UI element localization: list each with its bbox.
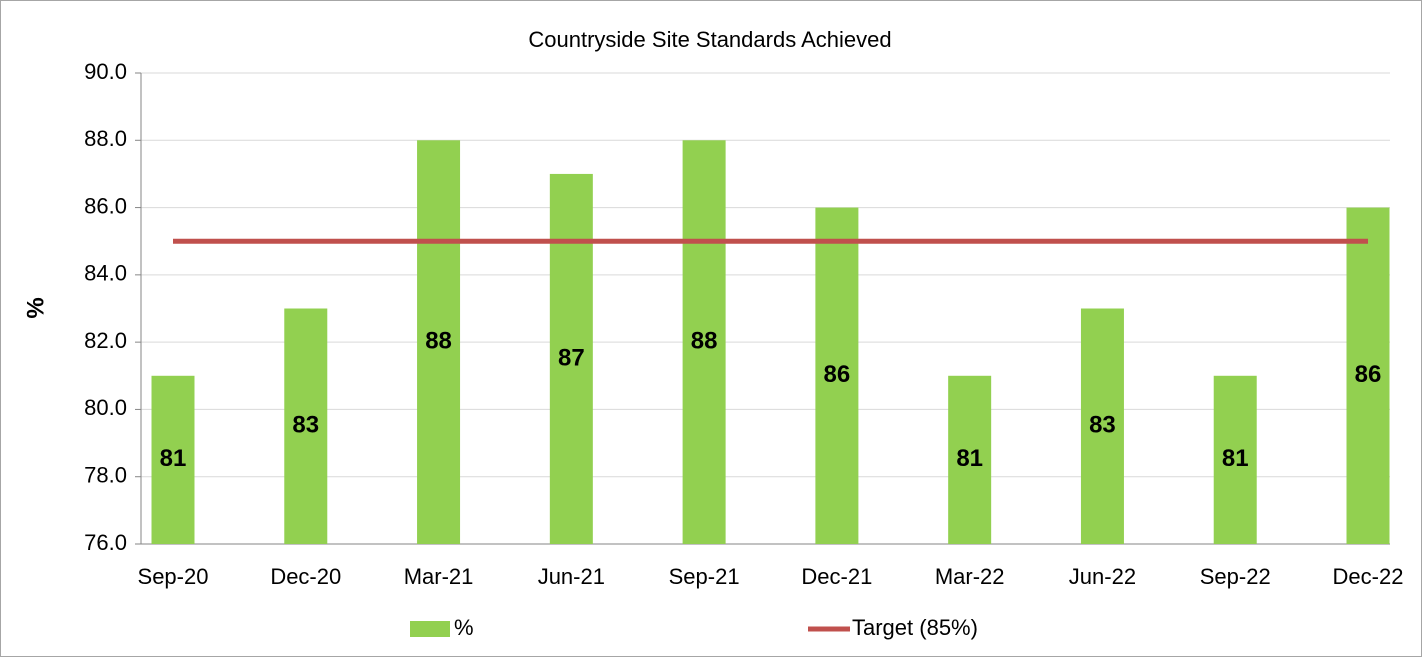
bar bbox=[1080, 308, 1124, 544]
bar bbox=[284, 308, 328, 544]
x-tick-label: Dec-21 bbox=[801, 564, 872, 589]
bar bbox=[151, 375, 195, 544]
x-tick-label: Dec-22 bbox=[1333, 564, 1404, 589]
y-tick-label: 88.0 bbox=[84, 126, 127, 151]
y-tick-label: 86.0 bbox=[84, 193, 127, 218]
y-tick-label: 80.0 bbox=[84, 395, 127, 420]
legend-label: Target (85%) bbox=[852, 615, 978, 640]
legend-label: % bbox=[454, 615, 474, 640]
x-tick-label: Mar-22 bbox=[935, 564, 1005, 589]
x-tick-label: Jun-22 bbox=[1069, 564, 1136, 589]
bar bbox=[682, 140, 726, 545]
x-tick-label: Dec-20 bbox=[270, 564, 341, 589]
x-tick-label: Mar-21 bbox=[404, 564, 474, 589]
x-tick-label: Sep-20 bbox=[138, 564, 209, 589]
legend-swatch bbox=[410, 621, 450, 637]
data-label: 83 bbox=[292, 412, 319, 439]
data-label: 88 bbox=[691, 327, 718, 354]
data-label: 88 bbox=[425, 327, 452, 354]
data-label: 86 bbox=[824, 361, 851, 388]
bar bbox=[549, 173, 593, 544]
y-tick-label: 78.0 bbox=[84, 463, 127, 488]
data-label: 86 bbox=[1355, 361, 1382, 388]
x-tick-label: Sep-22 bbox=[1200, 564, 1271, 589]
x-tick-label: Sep-21 bbox=[669, 564, 740, 589]
y-tick-label: 82.0 bbox=[84, 328, 127, 353]
bar bbox=[1346, 207, 1390, 545]
bar bbox=[1213, 375, 1257, 544]
data-label: 81 bbox=[160, 445, 187, 472]
bar bbox=[417, 140, 461, 545]
data-label: 87 bbox=[558, 344, 585, 371]
data-label: 81 bbox=[1222, 445, 1249, 472]
chart-title: Countryside Site Standards Achieved bbox=[528, 27, 891, 52]
bar bbox=[815, 207, 859, 545]
y-tick-label: 84.0 bbox=[84, 261, 127, 286]
y-tick-label: 90.0 bbox=[84, 59, 127, 84]
y-tick-label: 76.0 bbox=[84, 530, 127, 555]
x-tick-label: Jun-21 bbox=[538, 564, 605, 589]
y-axis-label: % bbox=[22, 297, 49, 318]
bar bbox=[948, 375, 992, 544]
data-label: 83 bbox=[1089, 412, 1116, 439]
data-label: 81 bbox=[956, 445, 983, 472]
